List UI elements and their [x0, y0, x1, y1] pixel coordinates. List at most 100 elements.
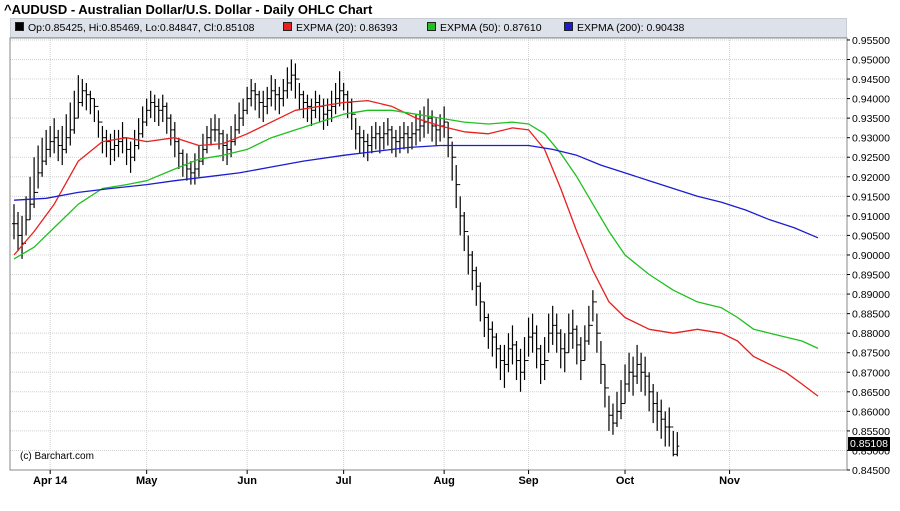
ohlc-bar — [418, 110, 423, 142]
y-tick-label: 0.84500 — [852, 465, 890, 477]
ohlc-bar — [647, 372, 652, 412]
ohlc-bar — [281, 79, 286, 107]
y-tick-label: 0.91000 — [852, 211, 890, 223]
ohlc-bar — [188, 161, 193, 185]
ohlc-bar — [574, 325, 579, 365]
y-tick-label: 0.88500 — [852, 309, 890, 321]
credit-text: (c) Barchart.com — [20, 451, 94, 462]
ohlc-bar — [458, 184, 463, 236]
ema20-swatch-icon — [283, 22, 292, 31]
ohlc-bar — [590, 290, 595, 326]
y-tick-label: 0.92500 — [852, 152, 890, 164]
ohlc-bar — [389, 125, 394, 154]
ohlc-bar — [393, 129, 398, 158]
y-tick-label: 0.94000 — [852, 94, 890, 106]
ohlc-bar — [619, 380, 624, 420]
ohlc-bar — [156, 98, 161, 126]
ohlc-bar — [112, 129, 117, 162]
ohlc-bar — [16, 211, 21, 252]
ohlc-bar — [534, 325, 539, 369]
ohlc-bar — [273, 79, 278, 111]
ohlc-bar — [68, 102, 73, 146]
y-tick-label: 0.95000 — [852, 55, 890, 67]
y-tick-label: 0.87500 — [852, 348, 890, 360]
ema200-line — [13, 144, 819, 239]
ohlc-bar — [52, 118, 57, 154]
ohlc-bar — [144, 98, 149, 126]
ohlc-bar — [152, 94, 157, 123]
x-tick-label: Jun — [237, 475, 257, 487]
ohlc-bar — [217, 118, 222, 150]
ohlc-bar — [578, 337, 583, 381]
ohlc-bar — [635, 344, 640, 384]
ohlc-bar — [233, 114, 238, 146]
ohlc-bar — [40, 137, 45, 177]
ohlc-bar — [422, 106, 427, 138]
ohlc-bar — [148, 90, 153, 119]
ohlc-bar — [237, 102, 242, 134]
ohlc-bar — [229, 125, 234, 158]
ohlc-bar — [550, 305, 555, 345]
ohlc-bar — [100, 121, 105, 154]
ohlc-bar — [124, 137, 129, 166]
x-tick-label: Sep — [518, 475, 538, 487]
ohlc-bar — [554, 313, 559, 353]
ohlc-bar — [631, 356, 636, 396]
ohlc-bar — [373, 122, 378, 150]
ohlc-bar — [357, 125, 362, 154]
x-tick-label: Jul — [336, 475, 352, 487]
y-tick-label: 0.92000 — [852, 172, 890, 184]
ohlc-bar — [200, 133, 205, 166]
ohlc-bar — [667, 407, 672, 447]
ohlc-bar — [196, 145, 201, 177]
ohlc-bar — [627, 352, 632, 392]
ohlc-bar — [245, 86, 250, 115]
ohlc-bar — [671, 426, 676, 457]
ohlc-bar — [204, 125, 209, 154]
ohlc-bar — [84, 82, 89, 111]
ema200-swatch-icon — [564, 22, 573, 31]
y-tick-label: 0.93500 — [852, 113, 890, 125]
ohlc-bar — [369, 125, 374, 154]
ohlc-bar — [321, 98, 326, 130]
x-axis: Apr 14 May Jun Jul Aug Sep Oct Nov — [33, 470, 741, 487]
ohlc-bar — [478, 282, 483, 322]
legend-ohlc: Op:0.85425, Hi:0.85469, Lo:0.84847, Cl:0… — [15, 22, 255, 34]
ohlc-bar — [405, 125, 410, 154]
ohlc-bar — [639, 352, 644, 392]
ohlc-bar — [598, 332, 603, 384]
ohlc-bar — [651, 383, 656, 424]
ohlc-bar — [486, 313, 491, 349]
ohlc-bar — [506, 333, 511, 373]
ohlc-bar — [510, 325, 515, 365]
ohlc-bar — [241, 98, 246, 126]
y-tick-label: 0.89500 — [852, 270, 890, 282]
ohlc-bar — [116, 129, 121, 158]
ohlc-bar — [277, 86, 282, 115]
ohlc-bar — [474, 266, 479, 306]
legend-ema20: EXPMA (20): 0.86393 — [283, 22, 398, 34]
y-tick-label: 0.87000 — [852, 367, 890, 379]
x-tick-label: Nov — [719, 475, 741, 487]
ohlc-bar — [566, 313, 571, 354]
ohlc-bar — [257, 90, 262, 119]
ohlc-bar — [518, 348, 523, 392]
ohlc-bar — [450, 137, 455, 181]
ohlc-bar — [659, 399, 664, 439]
ohlc-bar — [293, 63, 298, 99]
ohlc-bar — [365, 133, 370, 162]
ohlc-bar — [341, 82, 346, 111]
ohlc-bar — [108, 133, 113, 166]
legend-ema20-text: EXPMA (20): 0.86393 — [296, 22, 398, 34]
ohlc-bar — [265, 86, 270, 115]
ohlc-bar — [269, 75, 274, 107]
legend-ema200: EXPMA (200): 0.90438 — [564, 22, 684, 34]
ohlc-bar — [401, 122, 406, 150]
ohlc-bar — [470, 251, 475, 291]
y-tick-label: 0.94500 — [852, 74, 890, 86]
ohlc-bar — [562, 333, 567, 373]
ohlc-bar — [333, 82, 338, 115]
last-price-badge: 0.85108 — [848, 437, 890, 451]
legend-ohlc-text: Op:0.85425, Hi:0.85469, Lo:0.84847, Cl:0… — [28, 22, 255, 34]
ohlc-bar — [213, 114, 217, 142]
